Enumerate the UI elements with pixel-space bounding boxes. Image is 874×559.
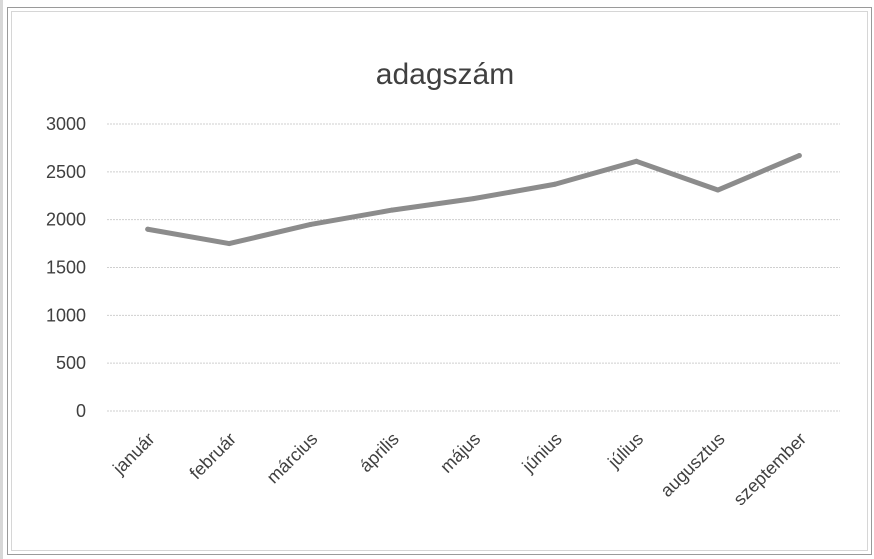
- data-point: [471, 196, 476, 202]
- x-tick-label: január: [108, 429, 158, 479]
- scan-edge: [0, 0, 3, 559]
- data-point: [389, 207, 395, 213]
- chart-frame: [7, 7, 872, 555]
- x-tick-label: július: [603, 429, 647, 473]
- data-point: [226, 241, 232, 247]
- y-tick-label: 2500: [46, 162, 86, 182]
- data-point: [796, 153, 802, 159]
- x-tick-label: április: [355, 429, 402, 476]
- y-tick-label: 1000: [46, 305, 86, 325]
- data-point: [308, 221, 314, 227]
- series-layer: [145, 153, 802, 247]
- data-point: [715, 187, 721, 193]
- x-tick-label: augusztus: [656, 429, 728, 501]
- x-tick-label: május: [436, 429, 484, 477]
- y-tick-label: 1500: [46, 258, 86, 278]
- y-tick-label: 0: [76, 401, 86, 421]
- y-tick-label: 500: [56, 353, 86, 373]
- x-axis-ticks: január február március április május június jú…: [108, 429, 810, 510]
- x-tick-label: március: [263, 429, 322, 488]
- x-tick-label: szeptember: [729, 429, 810, 510]
- y-axis-ticks: 3000 2500 2000 1500 1000 500 0: [46, 114, 86, 421]
- data-point: [633, 158, 639, 164]
- data-point: [145, 226, 151, 232]
- y-tick-label: 3000: [46, 114, 86, 134]
- y-tick-label: 2000: [46, 210, 86, 230]
- data-point: [552, 181, 558, 187]
- x-tick-label: június: [518, 429, 566, 477]
- chart-title: adagszám: [376, 58, 514, 91]
- x-tick-label: február: [186, 429, 240, 483]
- gridlines: [107, 123, 840, 412]
